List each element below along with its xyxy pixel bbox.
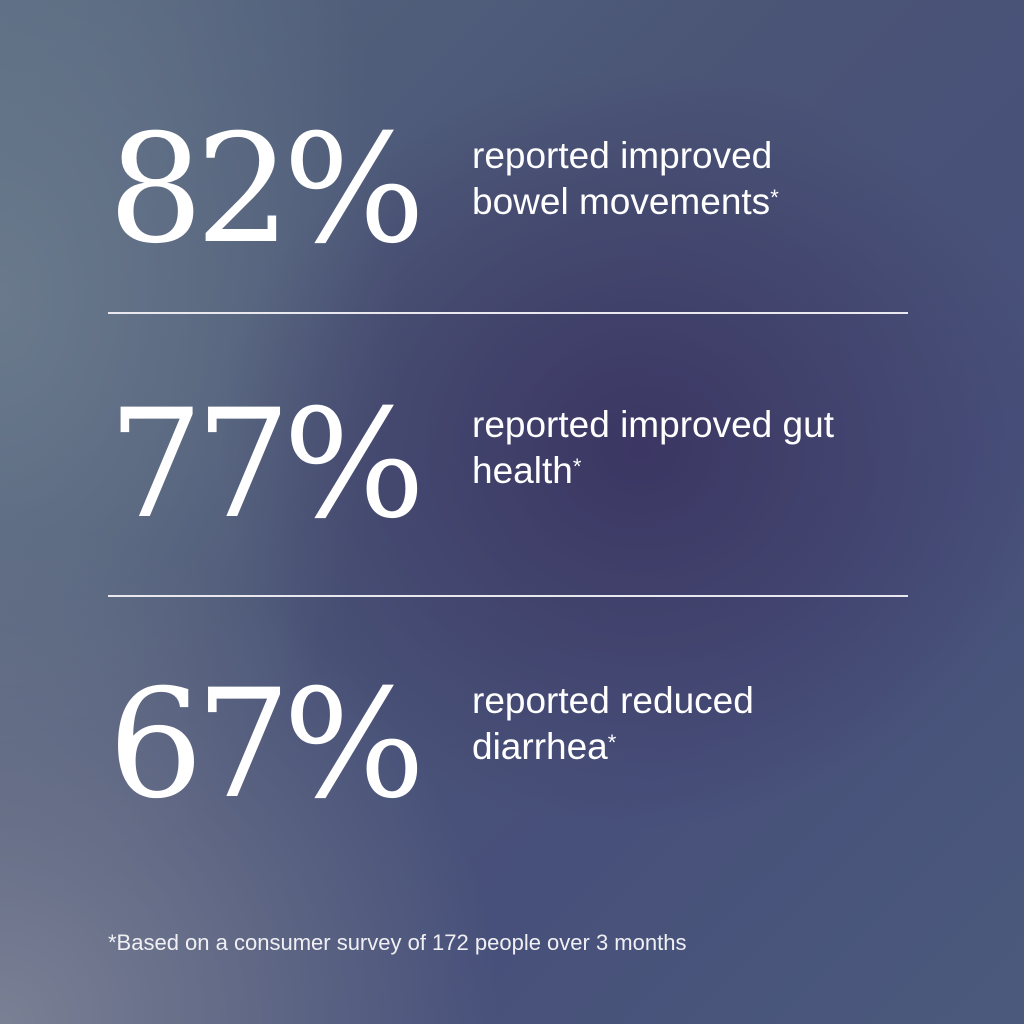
stat-description: reported improved bowel movements*	[472, 133, 852, 225]
asterisk: *	[607, 730, 617, 755]
asterisk: *	[770, 185, 779, 210]
stat-value: 82%	[108, 103, 425, 277]
stat-description: reported improved gut health*	[472, 402, 917, 494]
divider	[108, 595, 908, 597]
stat-description: reported reduced diarrhea*	[472, 678, 852, 770]
footnote: *Based on a consumer survey of 172 peopl…	[108, 930, 687, 955]
stat-value: 77%	[108, 378, 425, 552]
stat-diarrhea: 67% reported reduced diarrhea*	[108, 660, 908, 860]
stat-bowel-movements: 82% reported improved bowel movements*	[108, 105, 908, 305]
stat-value: 67%	[108, 658, 425, 832]
divider	[108, 312, 908, 314]
stat-text: reported improved gut health	[472, 404, 834, 491]
stat-gut-health: 77% reported improved gut health*	[108, 380, 908, 580]
asterisk: *	[572, 454, 582, 479]
stat-text: reported improved bowel movements	[472, 135, 773, 222]
stat-text: reported reduced diarrhea	[472, 680, 754, 767]
